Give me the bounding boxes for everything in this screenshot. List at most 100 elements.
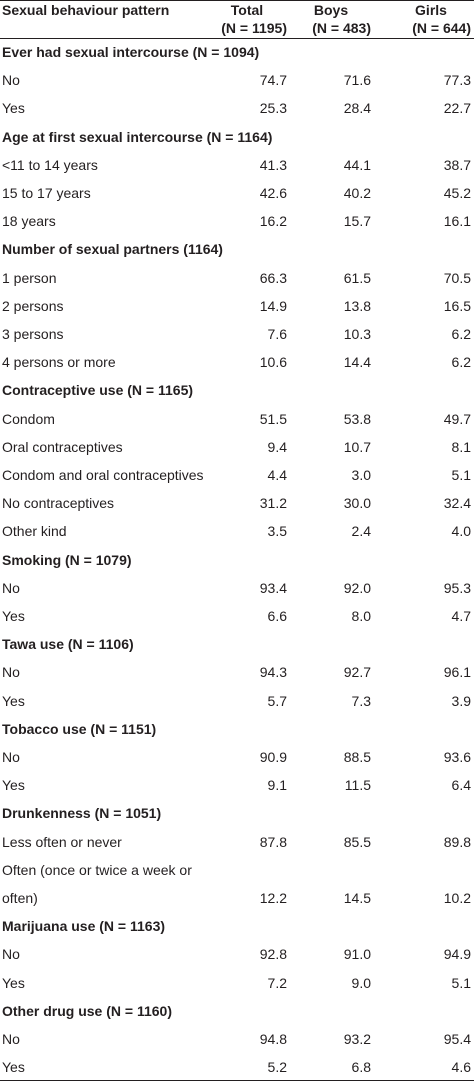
cell-value: 95.4 xyxy=(443,1031,471,1047)
cell-value: 14.9 xyxy=(259,297,287,314)
cell-value: 15.7 xyxy=(343,213,371,230)
cell-value: 6.6 xyxy=(267,608,287,624)
cell-value: 51.5 xyxy=(259,410,287,427)
cell-value: 32.4 xyxy=(443,495,471,512)
cell-value: 16.2 xyxy=(259,213,287,230)
cell-value: 93.4 xyxy=(259,579,287,596)
cell-value: 16.5 xyxy=(443,297,471,314)
cell-value: 9.1 xyxy=(267,777,287,794)
cell-value: 9.4 xyxy=(267,438,287,455)
cell-value: 13.8 xyxy=(343,297,371,314)
cell-value: 49.7 xyxy=(443,410,471,427)
cell-value: 8.0 xyxy=(351,608,371,624)
cell-value: 94.8 xyxy=(259,1031,287,1047)
cell-value: 5.1 xyxy=(451,974,471,991)
cell-value: 10.6 xyxy=(259,354,287,371)
cell-value: 30.0 xyxy=(343,495,371,512)
cell-value: 11.5 xyxy=(344,777,371,794)
cell-value: 7.2 xyxy=(267,974,287,991)
row-label: No xyxy=(2,664,20,681)
header-rule xyxy=(0,38,474,39)
cell-value: 66.3 xyxy=(259,269,287,286)
section-title: Drunkenness (N = 1051) xyxy=(2,805,162,822)
cell-value: 4.6 xyxy=(451,1059,471,1076)
section-title: Ever had sexual intercourse (N = 1094) xyxy=(2,44,260,60)
header-label: Sexual behaviour pattern xyxy=(2,2,170,18)
row-label: Condom xyxy=(2,410,55,427)
cell-value: 4.4 xyxy=(267,467,287,483)
row-label: Often (once or twice a week or often) xyxy=(2,861,192,906)
cell-value: 95.3 xyxy=(443,579,471,596)
row-label: 1 person xyxy=(2,269,57,286)
column-name: Boys xyxy=(313,2,349,18)
cell-value: 6.2 xyxy=(451,354,471,371)
section-title: Marijuana use (N = 1163) xyxy=(2,918,166,935)
cell-value: 2.4 xyxy=(351,523,371,540)
row-label: <11 to 14 years xyxy=(2,156,98,173)
cell-value: 10.3 xyxy=(343,326,371,342)
cell-value: 88.5 xyxy=(343,749,371,765)
cell-value: 10.2 xyxy=(443,890,471,906)
cell-value: 77.3 xyxy=(443,72,471,89)
cell-value: 14.5 xyxy=(343,890,371,906)
row-label: No xyxy=(2,579,20,596)
cell-value: 4.0 xyxy=(451,523,471,540)
cell-value: 85.5 xyxy=(343,833,371,850)
cell-value: 7.6 xyxy=(267,326,287,342)
cell-value: 22.7 xyxy=(443,100,471,117)
cell-value: 3.0 xyxy=(351,467,371,483)
cell-value: 61.5 xyxy=(343,269,371,286)
column-n: (N = 644) xyxy=(412,20,471,36)
cell-value: 92.7 xyxy=(343,664,371,681)
cell-value: 70.5 xyxy=(443,269,471,286)
cell-value: 41.3 xyxy=(259,156,287,173)
row-label: Yes xyxy=(2,100,25,117)
column-name: Total xyxy=(230,2,264,18)
cell-value: 93.2 xyxy=(343,1031,371,1047)
cell-value: 38.7 xyxy=(443,156,471,173)
column-n: (N = 1195) xyxy=(221,20,287,36)
row-label: Yes xyxy=(2,974,25,991)
row-label: 15 to 17 years xyxy=(2,185,91,201)
cell-value: 4.7 xyxy=(451,608,471,624)
cell-value: 3.5 xyxy=(267,523,287,540)
cell-value: 93.6 xyxy=(443,749,471,765)
cell-value: 5.7 xyxy=(267,692,287,709)
section-title: Tawa use (N = 1106) xyxy=(2,636,134,653)
cell-value: 28.4 xyxy=(343,100,371,117)
row-label: 3 persons xyxy=(2,326,64,342)
row-label: 2 persons xyxy=(2,297,64,314)
row-label: Yes xyxy=(2,692,25,709)
cell-value: 92.0 xyxy=(343,579,371,596)
row-label: 18 years xyxy=(2,213,56,230)
row-label: No xyxy=(2,72,20,89)
cell-value: 92.8 xyxy=(259,946,287,963)
cell-value: 8.1 xyxy=(451,438,471,455)
cell-value: 5.2 xyxy=(267,1059,287,1076)
cell-value: 96.1 xyxy=(443,664,471,681)
row-label: Other kind xyxy=(2,523,67,540)
cell-value: 42.6 xyxy=(259,185,287,201)
cell-value: 6.2 xyxy=(451,326,471,342)
section-title: Other drug use (N = 1160) xyxy=(2,1002,172,1019)
cell-value: 3.9 xyxy=(451,692,471,709)
cell-value: 89.8 xyxy=(443,833,471,850)
cell-value: 94.3 xyxy=(259,664,287,681)
row-label: No xyxy=(2,749,20,765)
row-label: Less often or never xyxy=(2,833,122,850)
row-label: No contraceptives xyxy=(2,495,115,512)
row-label: Oral contraceptives xyxy=(2,438,123,455)
row-label: No xyxy=(2,1031,20,1047)
cell-value: 45.2 xyxy=(443,185,471,201)
cell-value: 91.0 xyxy=(343,946,371,963)
section-title: Number of sexual partners (1164) xyxy=(2,241,223,258)
section-title: Contraceptive use (N = 1165) xyxy=(2,382,194,399)
cell-value: 14.4 xyxy=(343,354,371,371)
row-label: Yes xyxy=(2,777,25,794)
cell-value: 6.8 xyxy=(351,1059,371,1076)
section-title: Tobacco use (N = 1151) xyxy=(2,720,157,737)
cell-value: 6.4 xyxy=(451,777,471,794)
cell-value: 10.7 xyxy=(343,438,371,455)
cell-value: 53.8 xyxy=(343,410,371,427)
